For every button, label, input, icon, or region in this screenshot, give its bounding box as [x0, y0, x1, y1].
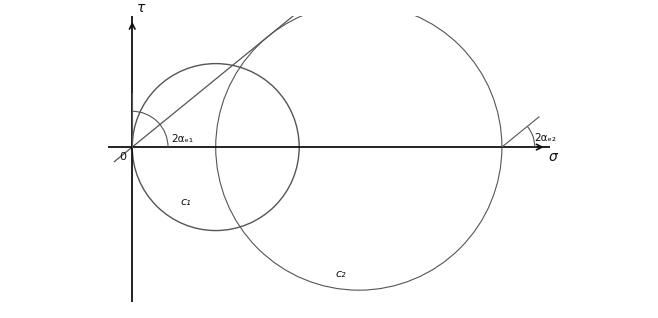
Text: c₂: c₂	[336, 269, 346, 279]
Text: c₁: c₁	[180, 197, 191, 207]
Text: 2αₑ₂: 2αₑ₂	[535, 134, 557, 143]
Text: τ: τ	[136, 1, 145, 15]
Text: σ: σ	[548, 150, 557, 164]
Text: 2αₑ₁: 2αₑ₁	[172, 134, 193, 144]
Text: 0: 0	[119, 152, 126, 162]
